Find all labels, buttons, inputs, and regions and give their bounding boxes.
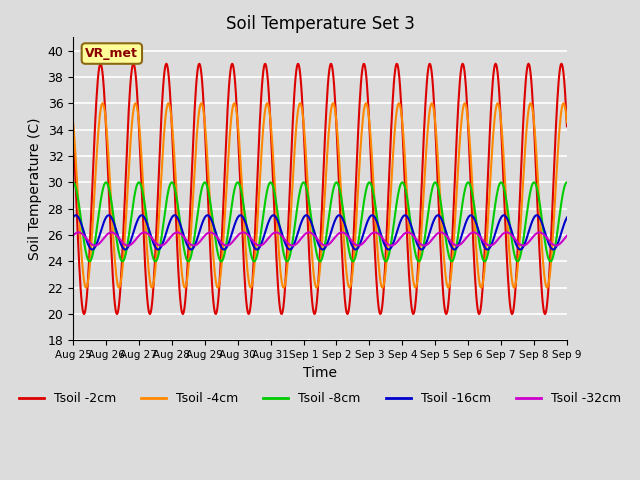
Tsoil -32cm bbox=[380, 238, 388, 243]
Tsoil -16cm bbox=[130, 229, 138, 235]
Tsoil -32cm bbox=[395, 237, 403, 243]
Tsoil -16cm bbox=[206, 214, 214, 220]
Tsoil -16cm bbox=[69, 215, 77, 220]
Tsoil -16cm bbox=[395, 224, 403, 229]
Tsoil -16cm bbox=[563, 215, 571, 220]
Tsoil -8cm bbox=[69, 180, 77, 185]
Tsoil -2cm bbox=[78, 302, 86, 308]
Tsoil -4cm bbox=[83, 285, 90, 290]
Tsoil -4cm bbox=[78, 258, 86, 264]
Tsoil -2cm bbox=[563, 123, 571, 129]
Tsoil -16cm bbox=[180, 232, 188, 238]
Line: Tsoil -4cm: Tsoil -4cm bbox=[73, 103, 567, 288]
Tsoil -32cm bbox=[563, 233, 571, 239]
Tsoil -4cm bbox=[180, 282, 188, 288]
Line: Tsoil -32cm: Tsoil -32cm bbox=[73, 232, 567, 246]
Tsoil -16cm bbox=[549, 247, 557, 252]
Tsoil -2cm bbox=[557, 61, 565, 67]
Tsoil -8cm bbox=[380, 257, 388, 263]
Tsoil -32cm bbox=[69, 233, 77, 239]
Line: Tsoil -2cm: Tsoil -2cm bbox=[73, 64, 567, 314]
Line: Tsoil -8cm: Tsoil -8cm bbox=[73, 182, 567, 262]
Tsoil -4cm bbox=[563, 120, 571, 125]
Tsoil -4cm bbox=[206, 196, 214, 202]
Tsoil -8cm bbox=[206, 196, 214, 202]
Tsoil -4cm bbox=[69, 120, 77, 125]
Tsoil -8cm bbox=[563, 180, 571, 185]
Tsoil -8cm bbox=[130, 199, 138, 204]
Tsoil -32cm bbox=[180, 234, 188, 240]
Title: Soil Temperature Set 3: Soil Temperature Set 3 bbox=[225, 15, 415, 33]
Tsoil -32cm bbox=[552, 243, 560, 249]
Tsoil -8cm bbox=[78, 224, 86, 230]
Y-axis label: Soil Temperature (C): Soil Temperature (C) bbox=[28, 118, 42, 260]
Tsoil -4cm bbox=[380, 279, 388, 285]
Legend: Tsoil -2cm, Tsoil -4cm, Tsoil -8cm, Tsoil -16cm, Tsoil -32cm: Tsoil -2cm, Tsoil -4cm, Tsoil -8cm, Tsoi… bbox=[14, 387, 626, 410]
Tsoil -32cm bbox=[75, 229, 83, 235]
Tsoil -32cm bbox=[130, 240, 138, 245]
Tsoil -8cm bbox=[86, 259, 93, 264]
Tsoil -8cm bbox=[180, 244, 188, 250]
Tsoil -4cm bbox=[395, 100, 403, 106]
Line: Tsoil -16cm: Tsoil -16cm bbox=[73, 215, 567, 250]
Tsoil -16cm bbox=[380, 241, 388, 247]
Tsoil -2cm bbox=[380, 279, 388, 285]
Tsoil -2cm bbox=[206, 238, 214, 244]
Tsoil -16cm bbox=[79, 225, 86, 231]
Tsoil -8cm bbox=[395, 189, 403, 194]
Tsoil -2cm bbox=[395, 68, 403, 74]
Tsoil -2cm bbox=[69, 123, 77, 129]
Tsoil -16cm bbox=[72, 212, 79, 218]
Tsoil -32cm bbox=[206, 229, 214, 235]
Tsoil -2cm bbox=[130, 61, 138, 67]
Tsoil -2cm bbox=[180, 310, 188, 315]
Tsoil -4cm bbox=[559, 100, 567, 106]
Tsoil -32cm bbox=[79, 231, 86, 237]
X-axis label: Time: Time bbox=[303, 366, 337, 380]
Tsoil -4cm bbox=[130, 107, 138, 113]
Text: VR_met: VR_met bbox=[85, 47, 138, 60]
Tsoil -2cm bbox=[80, 311, 88, 317]
